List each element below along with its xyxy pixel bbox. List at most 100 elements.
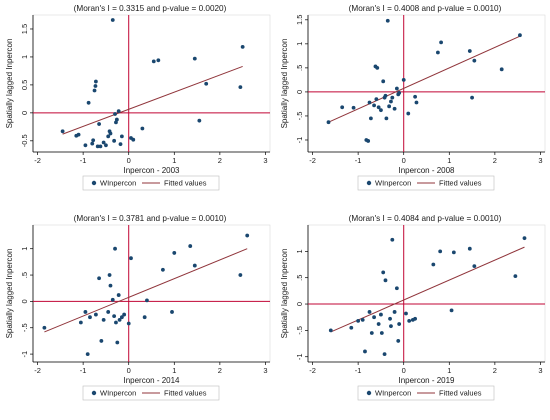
- data-point: [374, 97, 379, 102]
- data-point: [382, 352, 387, 356]
- data-point: [387, 104, 392, 109]
- x-tick-label: -1: [80, 366, 87, 375]
- data-point: [115, 340, 120, 345]
- data-point: [110, 297, 115, 302]
- data-point: [367, 310, 372, 314]
- legend-label-fitted: Fitted values: [439, 389, 482, 398]
- plot-frame: [307, 224, 546, 363]
- data-point: [401, 77, 406, 82]
- data-point: [151, 59, 156, 64]
- legend: WInpercon Fitted values: [82, 385, 220, 401]
- data-point: [328, 328, 333, 333]
- data-point: [379, 331, 384, 335]
- data-point: [156, 58, 161, 63]
- chart-title: (Moran's I = 0.3781 and p-value = 0.0010…: [74, 214, 227, 223]
- legend-label-fitted: Fitted values: [439, 179, 482, 188]
- data-point: [60, 129, 65, 134]
- y-tick-label: -0.5: [20, 134, 29, 147]
- data-point: [406, 111, 411, 116]
- data-point: [91, 138, 96, 143]
- y-tick-label: 1: [20, 55, 29, 59]
- data-point: [106, 310, 111, 314]
- scatter-panel: (Moran's I = 0.3781 and p-value = 0.0010…: [0, 210, 275, 420]
- data-point: [118, 142, 123, 147]
- x-tick-label: 1: [447, 156, 451, 165]
- data-point: [381, 270, 386, 275]
- data-point: [240, 44, 245, 49]
- x-tick-label: 3: [263, 156, 267, 165]
- x-tick-label: 0: [127, 156, 131, 165]
- data-point: [522, 236, 527, 241]
- fitted-line: [328, 35, 521, 123]
- data-point: [93, 79, 98, 84]
- y-axis-label: Spatially lagged Inpercon: [280, 39, 289, 129]
- x-tick-label: 0: [127, 366, 131, 375]
- data-point: [93, 312, 98, 317]
- legend: WInpercon Fitted values: [357, 175, 495, 191]
- y-tick-label: -1: [295, 137, 304, 144]
- data-point: [513, 274, 518, 279]
- data-point: [129, 256, 133, 261]
- data-point: [114, 320, 118, 325]
- data-point: [192, 56, 197, 61]
- data-point: [363, 349, 367, 354]
- data-point: [394, 86, 399, 91]
- data-point: [392, 106, 397, 111]
- data-point: [126, 321, 131, 326]
- plot-frame: [307, 14, 546, 153]
- legend-label-fitted: Fitted values: [164, 389, 207, 398]
- data-point: [238, 273, 243, 277]
- legend-marker-points: [91, 180, 97, 186]
- data-point: [188, 244, 193, 248]
- x-tick-label: 2: [218, 366, 222, 375]
- data-point: [93, 84, 98, 88]
- x-axis-label: Inpercon - 2003: [123, 166, 180, 175]
- data-point: [414, 100, 419, 105]
- data-point: [439, 40, 443, 45]
- data-point: [449, 308, 454, 313]
- y-axis-label: Spatially lagged Inpercon: [5, 39, 14, 129]
- legend-label-points: WInpercon: [375, 179, 411, 188]
- data-point: [160, 267, 165, 272]
- data-point: [113, 112, 117, 116]
- data-point: [392, 310, 397, 314]
- scatter-panel: (Moran's I = 0.4008 and p-value = 0.0010…: [275, 0, 550, 210]
- data-point: [383, 93, 388, 98]
- data-point: [238, 85, 243, 90]
- data-point: [116, 109, 121, 114]
- data-point: [372, 315, 376, 320]
- data-point: [113, 246, 117, 251]
- x-tick-label: -2: [34, 156, 41, 165]
- x-tick-label: 1: [447, 366, 451, 375]
- data-point: [375, 65, 380, 70]
- data-point: [116, 293, 121, 297]
- data-point: [368, 116, 373, 121]
- data-point: [108, 131, 113, 136]
- data-point: [351, 105, 356, 110]
- data-point: [413, 94, 418, 99]
- data-point: [110, 18, 115, 22]
- data-point: [95, 144, 100, 149]
- data-point: [114, 117, 119, 122]
- data-point: [397, 322, 402, 326]
- y-tick-label: 1.5: [20, 24, 29, 34]
- legend-marker-points: [366, 180, 372, 186]
- data-point: [112, 138, 117, 143]
- x-tick-label: 1: [172, 366, 176, 375]
- data-point: [78, 320, 83, 325]
- legend: WInpercon Fitted values: [357, 385, 495, 401]
- y-tick-label: 0: [20, 299, 29, 303]
- data-point: [83, 310, 88, 314]
- data-point: [340, 105, 345, 110]
- chart-title: (Moran's I = 0.3315 and p-value = 0.0020…: [74, 4, 227, 13]
- data-point: [435, 50, 440, 55]
- legend-marker-points: [91, 390, 97, 396]
- chart-title: (Moran's I = 0.4084 and p-value = 0.0010…: [349, 214, 502, 223]
- data-point: [389, 324, 393, 329]
- data-point: [170, 310, 174, 314]
- x-tick-label: 2: [493, 366, 497, 375]
- scatter-plot: (Moran's I = 0.4008 and p-value = 0.0010…: [280, 4, 546, 191]
- data-point: [467, 246, 472, 251]
- data-point: [97, 122, 101, 126]
